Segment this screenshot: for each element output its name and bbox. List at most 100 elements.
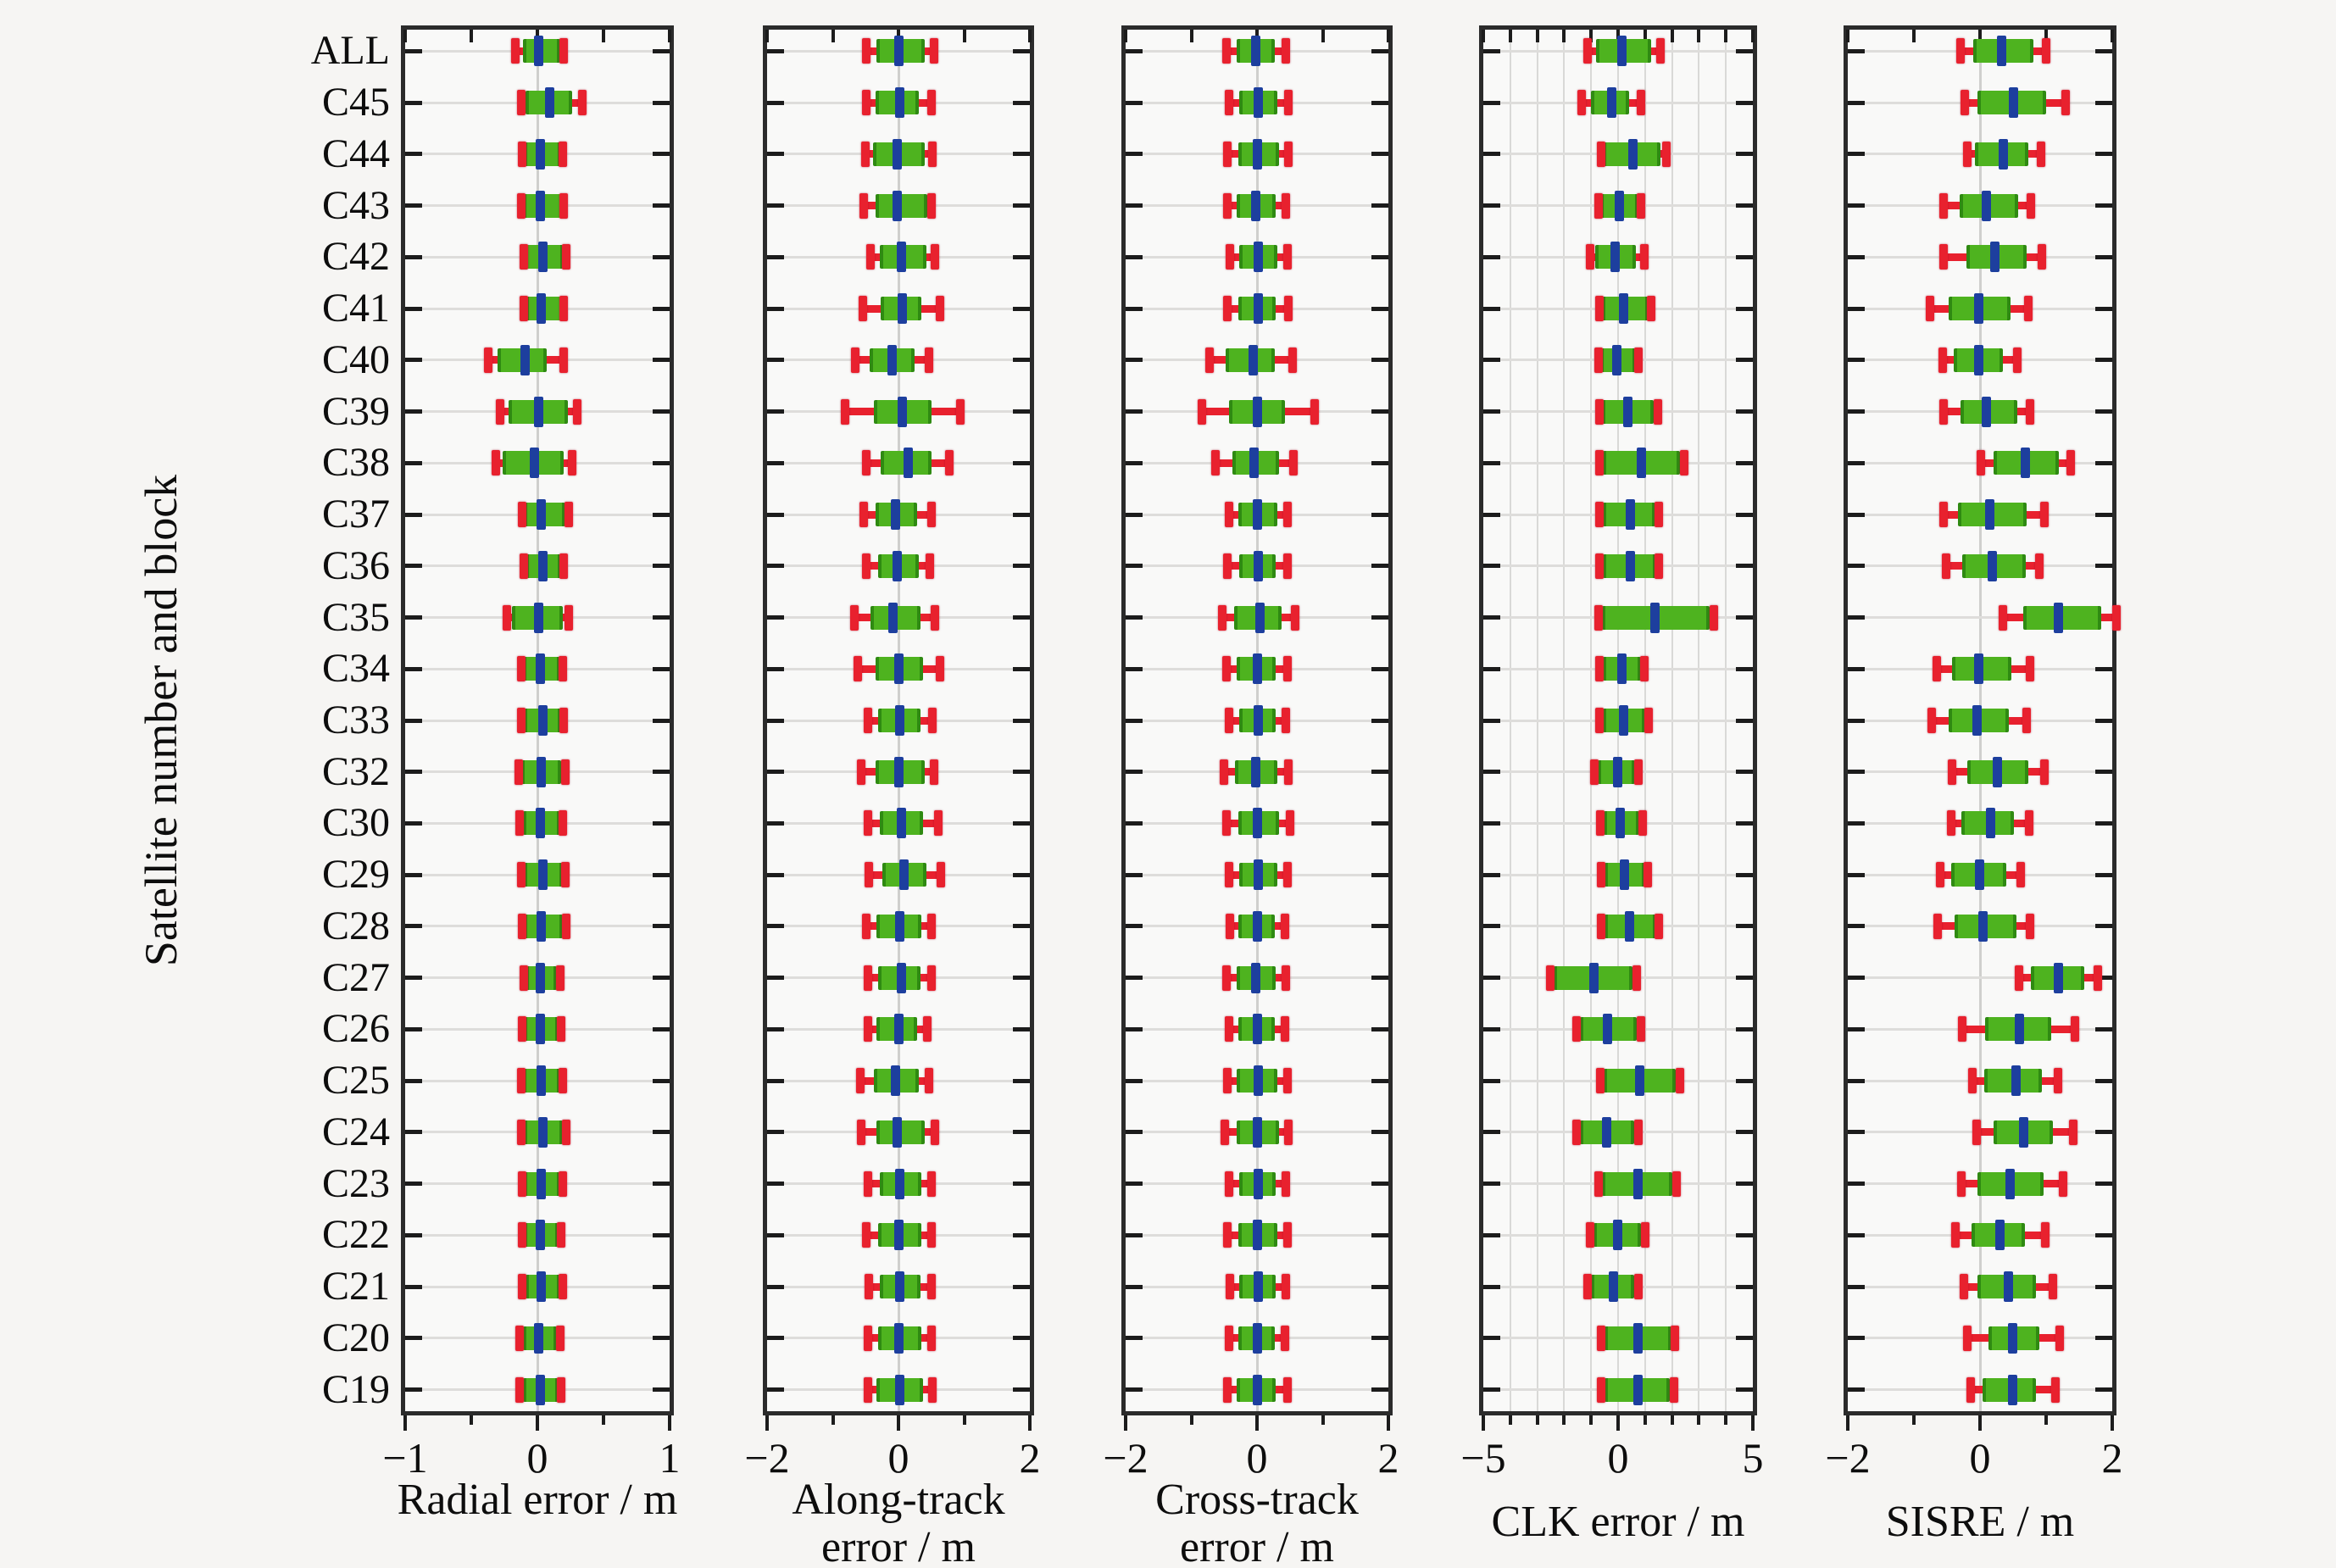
y-tick-mark xyxy=(1371,924,1388,929)
y-tick-mark xyxy=(1483,409,1500,414)
whisker-cap-high xyxy=(1636,1016,1645,1043)
whisker-cap-low xyxy=(1198,398,1207,425)
whisker-cap-low xyxy=(518,1016,527,1043)
y-tick-mark xyxy=(1126,1387,1143,1393)
median-line xyxy=(1250,756,1260,787)
whisker-cap-low xyxy=(1595,810,1605,837)
x-tick-mark xyxy=(668,1415,671,1431)
median-line xyxy=(1250,190,1260,221)
median-line xyxy=(2053,962,2063,993)
x-axis-title: error / m xyxy=(1180,1523,1334,1568)
median-line xyxy=(1982,396,1992,427)
median-line xyxy=(537,1116,548,1148)
x-tick-mark xyxy=(1589,1415,1593,1425)
y-tick-label: C23 xyxy=(321,1160,390,1206)
whisker-cap-high xyxy=(559,553,569,579)
y-tick-mark xyxy=(1371,152,1388,157)
x-tick-mark xyxy=(1846,30,1849,42)
y-tick-mark xyxy=(1848,358,1865,363)
y-tick-mark xyxy=(2095,1078,2112,1083)
y-tick-mark xyxy=(1848,1078,1865,1083)
y-tick-mark xyxy=(1013,460,1030,465)
whisker-cap-high xyxy=(1282,244,1292,270)
whisker-cap-low xyxy=(516,708,526,733)
median-line xyxy=(1973,293,1983,325)
y-tick-mark xyxy=(1126,254,1143,259)
whisker-cap-low xyxy=(2015,965,2024,991)
y-tick-mark xyxy=(653,100,670,105)
whisker-cap-high xyxy=(559,347,569,373)
median-line xyxy=(537,293,547,325)
x-tick-label: −2 xyxy=(1825,1434,1871,1482)
y-tick-mark xyxy=(767,152,784,157)
median-line xyxy=(1992,756,2002,787)
y-tick-mark xyxy=(1013,872,1030,877)
whisker-cap-low xyxy=(863,1170,872,1197)
y-tick-mark xyxy=(1483,1130,1500,1135)
x-tick-mark xyxy=(1616,1415,1620,1431)
whisker-cap-low xyxy=(863,1325,872,1351)
y-tick-mark xyxy=(653,1284,670,1289)
y-tick-mark xyxy=(1483,1078,1500,1083)
whisker-cap-high xyxy=(1282,1222,1292,1248)
whisker-cap-low xyxy=(1946,810,1955,837)
y-tick-mark xyxy=(1736,770,1753,775)
x-tick-label: 0 xyxy=(1246,1434,1268,1482)
y-tick-mark xyxy=(405,409,422,414)
x-axis-title: Cross-track xyxy=(1155,1476,1359,1524)
whisker-cap-high xyxy=(1639,656,1649,682)
y-tick-mark xyxy=(1126,820,1143,826)
x-tick-mark xyxy=(1912,30,1916,42)
whisker-cap-low xyxy=(1221,656,1231,682)
median-line xyxy=(892,138,902,170)
whisker-cap-high xyxy=(926,1325,936,1351)
x-tick-label: −2 xyxy=(1103,1434,1149,1482)
whisker-cap-low xyxy=(857,1119,866,1145)
y-tick-mark xyxy=(1126,564,1143,569)
y-tick-mark xyxy=(653,1130,670,1135)
whisker-cap-high xyxy=(1282,38,1291,64)
y-tick-mark xyxy=(767,1130,784,1135)
y-tick-mark xyxy=(405,152,422,157)
y-tick-mark xyxy=(1126,1130,1143,1135)
y-tick-mark xyxy=(1848,254,1865,259)
median-line xyxy=(1252,910,1262,942)
whisker-cap-low xyxy=(1597,1376,1606,1403)
y-tick-mark xyxy=(405,976,422,981)
whisker-cap-high xyxy=(555,965,565,991)
median-line xyxy=(1997,36,2007,67)
whisker-cap-low xyxy=(854,656,863,682)
whisker-cap-low xyxy=(863,1016,872,1043)
y-tick-mark xyxy=(1013,615,1030,620)
median-line xyxy=(888,602,898,633)
y-tick-mark xyxy=(1483,254,1500,259)
whisker-cap-low xyxy=(1938,347,1947,373)
y-tick-mark xyxy=(653,152,670,157)
y-tick-mark xyxy=(405,1078,422,1083)
y-tick-mark xyxy=(1736,512,1753,517)
whisker-cap-high xyxy=(1646,296,1655,322)
median-line xyxy=(537,1168,547,1199)
y-tick-mark xyxy=(2095,718,2112,723)
median-line xyxy=(1254,87,1264,119)
y-tick-mark xyxy=(2095,1026,2112,1031)
whisker-cap-high xyxy=(1282,1376,1292,1403)
median-line xyxy=(1252,1374,1262,1405)
whisker-cap-high xyxy=(1282,502,1292,528)
x-tick-mark xyxy=(1321,1415,1325,1425)
x-tick-mark xyxy=(602,1415,605,1425)
y-tick-mark xyxy=(1013,48,1030,53)
y-tick-mark xyxy=(405,254,422,259)
y-tick-mark xyxy=(1013,924,1030,929)
x-tick-label: 5 xyxy=(1742,1434,1764,1482)
y-tick-label: C41 xyxy=(321,286,390,331)
whisker-cap-low xyxy=(859,192,869,219)
y-tick-mark xyxy=(1371,1336,1388,1341)
whisker-cap-low xyxy=(862,913,871,939)
y-tick-mark xyxy=(405,48,422,53)
whisker-cap-high xyxy=(558,1170,567,1197)
whisker-cap-high xyxy=(560,759,570,785)
median-line xyxy=(1990,242,2000,273)
median-line xyxy=(1252,1014,1262,1045)
median-line xyxy=(893,1220,904,1251)
